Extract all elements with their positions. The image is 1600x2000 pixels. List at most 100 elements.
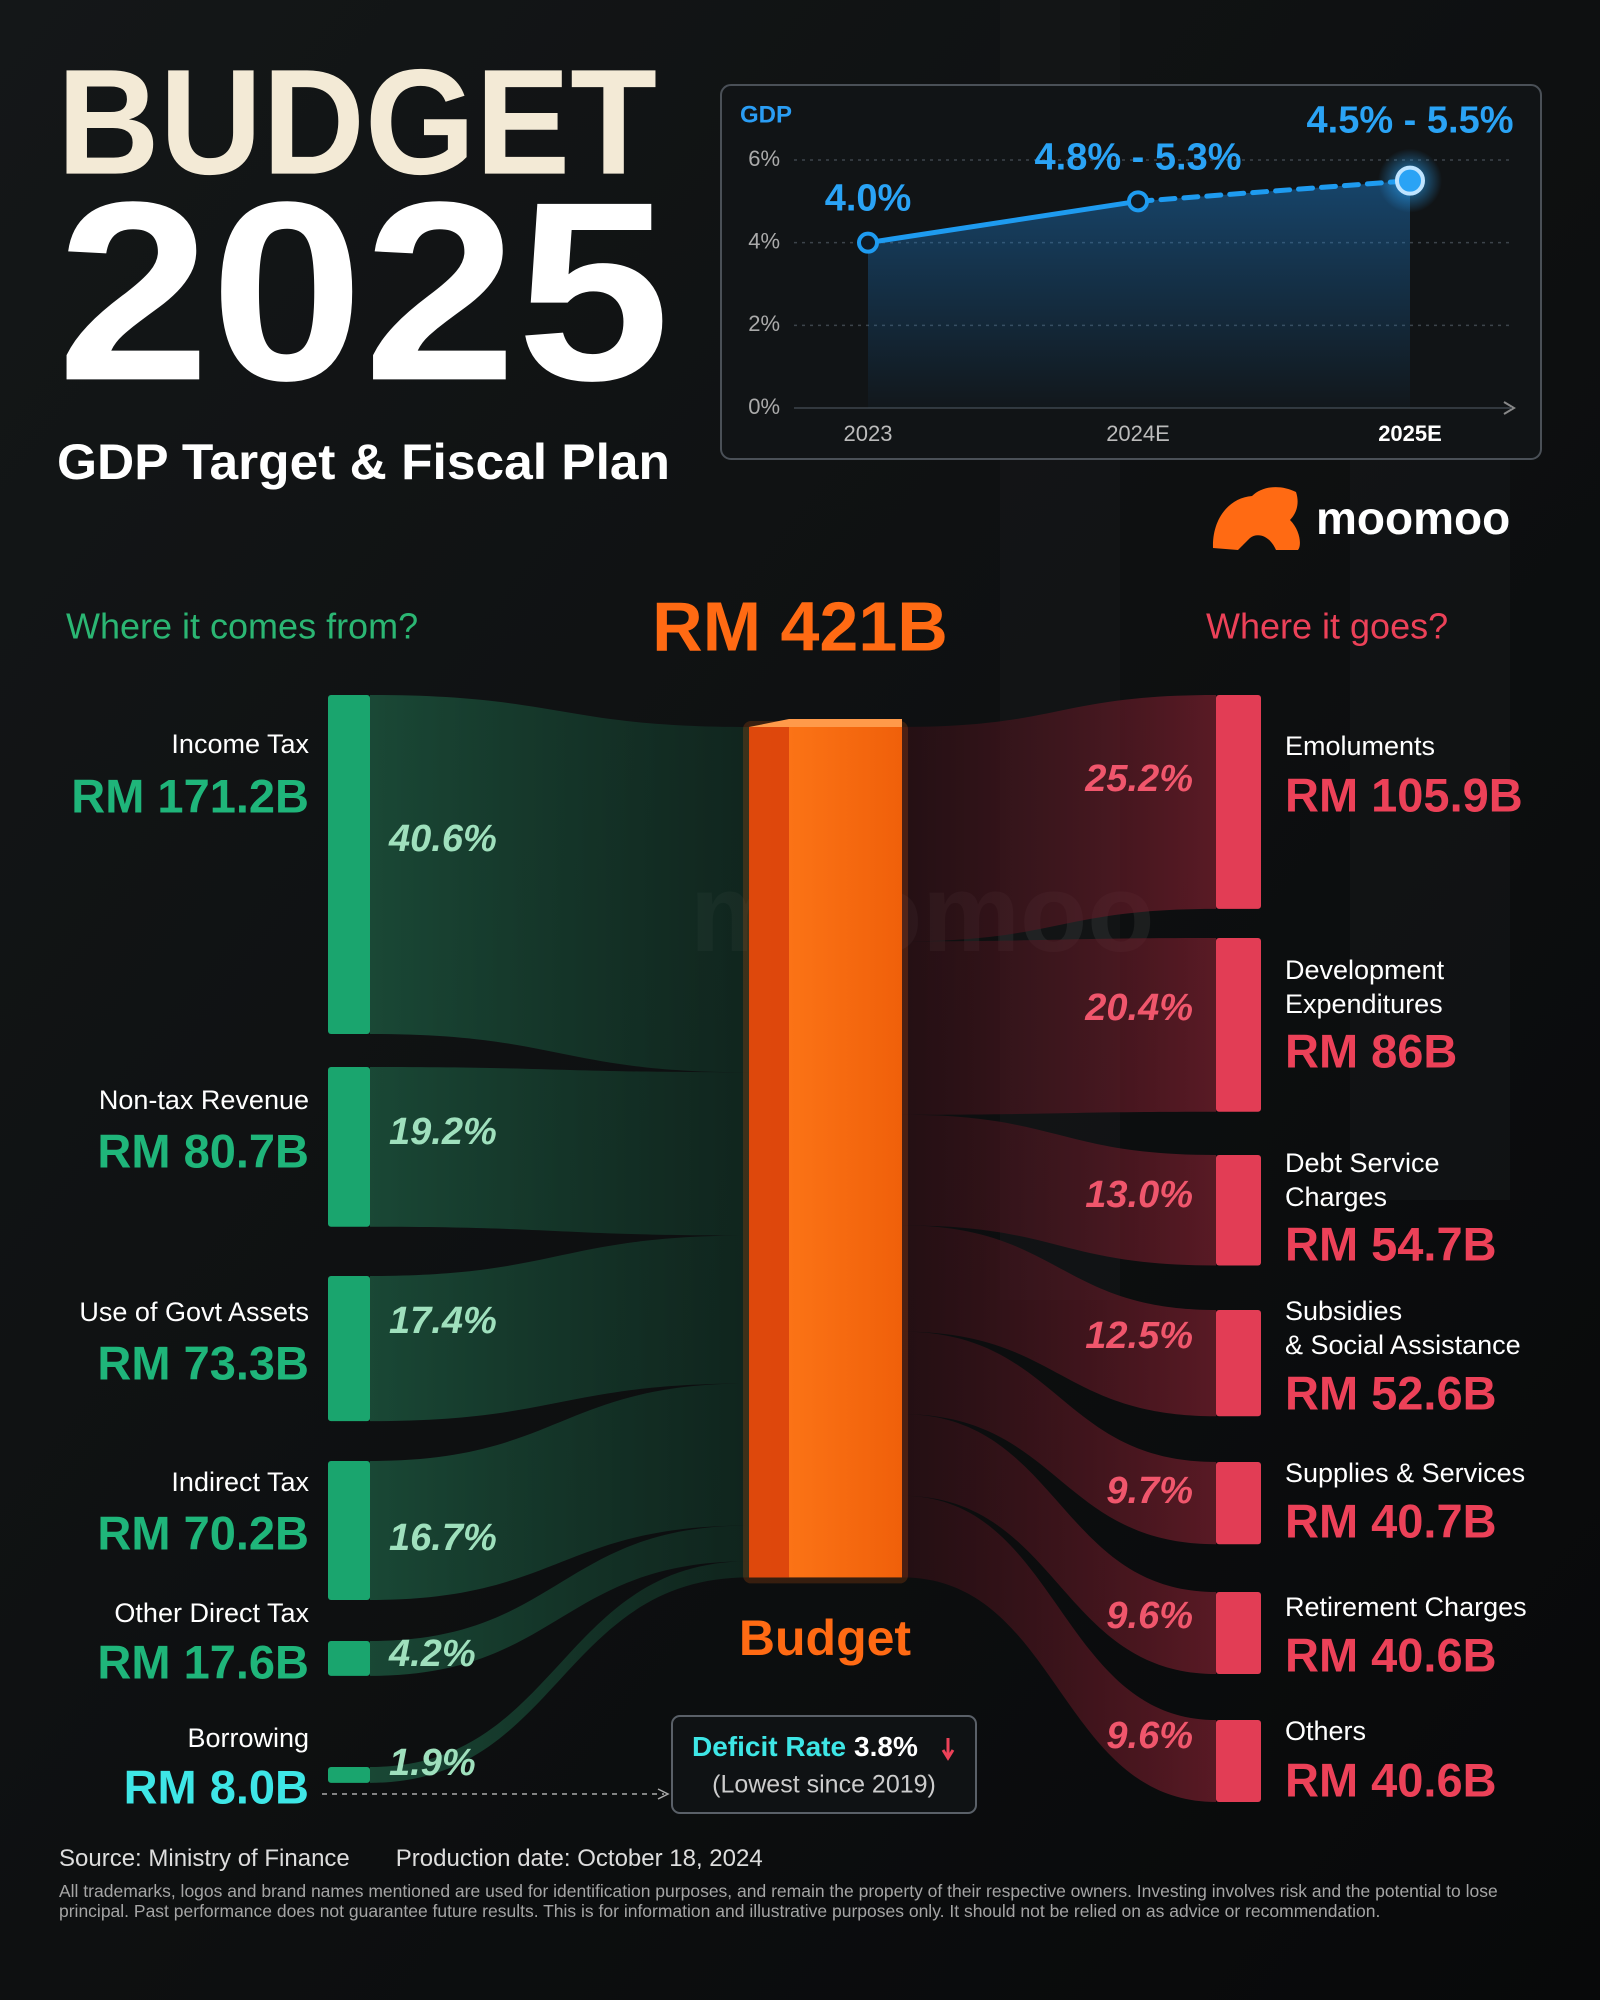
y-tick-label: 0% [748,394,780,419]
source-name: Income Tax [171,729,309,759]
inflow [370,695,749,1073]
center-label: Budget [739,1610,912,1666]
outflow [902,1495,1216,1803]
point-label: 4.5% - 5.5% [1307,100,1514,142]
target-bar [1216,1462,1261,1545]
point [1127,190,1149,213]
source-bar [328,1641,370,1676]
left-title: Where it comes from? [66,606,418,647]
source-value: RM 8.0B [124,1760,309,1813]
y-tick-label: 6% [748,146,780,171]
source-bar [328,695,370,1034]
target-name: Expenditures [1285,989,1443,1019]
deficit-note: (Lowest since 2019) [712,1771,936,1799]
deficit-value: 3.8% [854,1731,918,1762]
target-name: Emoluments [1285,731,1435,761]
deficit-text: Deficit Rate 3.8% [692,1731,918,1762]
point [1395,165,1425,196]
source-bar [328,1461,370,1600]
source: Source: Ministry of Finance [59,1845,350,1872]
point-label: 4.8% - 5.3% [1035,136,1242,178]
source-value: RM 17.6B [97,1635,309,1688]
outflow [902,1114,1216,1266]
footer: Source: Ministry of Finance Production da… [59,1845,1549,1921]
line-segment [865,198,1141,246]
subtitle: GDP Target & Fiscal Plan [57,434,670,490]
target-share: 9.6% [1106,1595,1193,1637]
source-share: 4.2% [388,1633,476,1675]
connector-arrow [657,1788,670,1800]
source-bar [328,1067,370,1227]
target-bar [1216,1155,1261,1266]
production-date: Production date: October 18, 2024 [395,1845,763,1872]
source-name: Borrowing [187,1723,309,1753]
x-tick-label: 2023 [844,421,893,446]
target-share: 20.4% [1084,987,1193,1029]
target-bar [1216,1592,1261,1675]
target-value: RM 52.6B [1285,1366,1497,1419]
target-name: Subsidies [1285,1296,1402,1326]
center-bar-top [749,719,902,727]
inflow [370,1383,749,1600]
target-bar [1216,695,1261,909]
source-share: 40.6% [388,818,497,860]
target-name: Others [1285,1716,1366,1746]
source-share: 19.2% [389,1111,497,1153]
gdp-chart-title: GDP [740,101,792,128]
target-bar [1216,1720,1261,1803]
target-name: Retirement Charges [1285,1592,1527,1622]
source-value: RM 80.7B [97,1124,309,1177]
target-bar [1216,938,1261,1112]
target-value: RM 105.9B [1285,768,1523,821]
target-bar [1216,1310,1261,1417]
target-share: 12.5% [1085,1315,1193,1357]
source-share: 16.7% [389,1517,497,1559]
source-share: 17.4% [389,1300,497,1342]
x-tick-label: 2024E [1106,421,1170,446]
brand-name: moomoo [1316,492,1510,544]
area [868,180,1410,408]
source-bar [328,1767,370,1783]
outflow [902,1414,1216,1675]
inflow [370,1067,749,1236]
inflow [370,1561,749,1783]
source-value: RM 70.2B [97,1506,309,1559]
outflow [902,1331,1216,1545]
target-name: Development [1285,955,1445,985]
title-line1: BUDGET [57,38,657,206]
point [857,231,879,254]
source-name: Indirect Tax [171,1467,309,1497]
target-share: 9.6% [1106,1715,1193,1757]
brand-logo [1212,487,1300,550]
y-tick-label: 2% [748,311,780,336]
source-name: Other Direct Tax [114,1598,309,1628]
target-name: Debt Service [1285,1148,1440,1178]
title-line2: 2025 [57,149,670,434]
target-value: RM 40.6B [1285,1753,1497,1806]
target-share: 9.7% [1106,1470,1193,1512]
outflow [902,695,1216,942]
source-name: Use of Govt Assets [79,1297,309,1327]
source-name: Non-tax Revenue [99,1085,309,1115]
disclaimer: All trademarks, logos and brand names me… [59,1881,1498,1921]
source-value: RM 73.3B [97,1336,309,1389]
source-share: 1.9% [389,1742,476,1784]
y-tick-label: 4% [748,228,780,253]
point-label: 4.0% [825,178,912,220]
target-share: 25.2% [1084,758,1193,800]
footer-row: Source: Ministry of Finance Production da… [59,1845,1549,1873]
line-segment [1135,178,1413,204]
deficit-box [671,1715,977,1814]
target-value: RM 86B [1285,1024,1457,1077]
down-arrow [941,1738,955,1761]
inflow [370,1235,749,1422]
target-value: RM 54.7B [1285,1217,1497,1270]
target-name: Supplies & Services [1285,1458,1525,1488]
target-share: 13.0% [1085,1174,1193,1216]
target-value: RM 40.7B [1285,1494,1497,1547]
source-value: RM 171.2B [71,769,309,822]
outflow [902,938,1216,1115]
target-name: & Social Assistance [1285,1330,1521,1360]
